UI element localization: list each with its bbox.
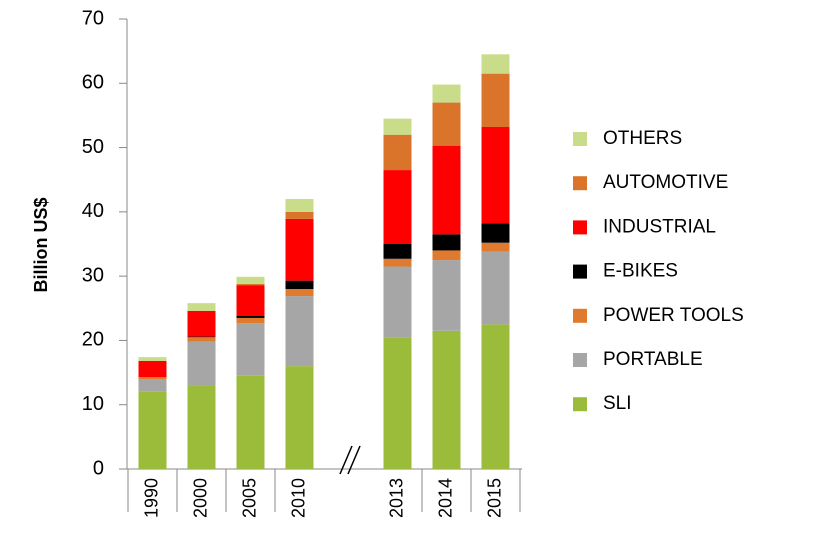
bar-segment	[481, 242, 510, 252]
bar-segment	[236, 285, 265, 316]
y-tick-label: 0	[93, 457, 104, 479]
bar-segment	[432, 84, 461, 103]
x-tick-label: 2005	[239, 478, 259, 518]
bar-segment	[481, 324, 510, 469]
bar-segment	[481, 54, 510, 74]
bar-segment	[383, 337, 412, 469]
x-tick-label: 1990	[141, 478, 161, 518]
legend-swatch	[573, 220, 587, 235]
y-tick-label: 20	[82, 329, 104, 351]
bar-segment	[236, 375, 265, 469]
bar-segment	[187, 385, 216, 469]
bar-segment	[187, 310, 216, 337]
legend-label: POWER TOOLS	[603, 305, 744, 326]
bar-segment	[187, 341, 216, 386]
bar-segment	[187, 337, 216, 342]
bar-segment	[432, 145, 461, 235]
y-tick-label: 50	[82, 136, 104, 158]
bar-segment	[432, 330, 461, 469]
bar-segment	[432, 234, 461, 251]
y-tick-label: 40	[82, 200, 104, 222]
bar-segment	[383, 170, 412, 244]
axis-break	[339, 445, 353, 475]
legend-label: INDUSTRIAL	[603, 216, 716, 237]
bar-segment	[187, 336, 216, 338]
legend-swatch	[573, 397, 587, 412]
bar-segment	[383, 118, 412, 135]
bar-segment	[138, 391, 167, 469]
bar-segment	[138, 379, 167, 392]
y-tick-label: 70	[82, 7, 104, 29]
bar-segment	[285, 289, 314, 297]
bar-segment	[138, 361, 167, 378]
legend-label: AUTOMOTIVE	[603, 172, 728, 193]
y-axis-label: Billion US$	[31, 197, 51, 292]
bar-segment	[236, 316, 265, 318]
bar-segment	[187, 303, 216, 311]
bar-segment	[285, 211, 314, 219]
bar-segment	[383, 244, 412, 259]
bar-segment	[432, 260, 461, 331]
legend-label: E-BIKES	[603, 261, 678, 282]
bar-segment	[481, 223, 510, 243]
bar-segment	[236, 283, 265, 286]
axis-break	[347, 445, 361, 475]
bar-segment	[481, 73, 510, 127]
bar-segment	[285, 199, 314, 212]
bar-segment	[383, 258, 412, 267]
x-tick-label: 2013	[386, 478, 406, 518]
x-tick-label: 2000	[190, 478, 210, 518]
bar-segment	[383, 134, 412, 171]
bar-segment	[481, 127, 510, 224]
x-tick-label: 2014	[435, 478, 455, 518]
legend-label: SLI	[603, 393, 632, 414]
bar-segment	[138, 357, 167, 361]
bar-segment	[285, 296, 314, 367]
x-tick-label: 2010	[288, 478, 308, 518]
legend-swatch	[573, 264, 587, 279]
legend-swatch	[573, 176, 587, 191]
legend-label: OTHERS	[603, 128, 682, 149]
legend-swatch	[573, 308, 587, 323]
legend-swatch	[573, 353, 587, 367]
bar-segment	[138, 377, 167, 379]
legend-label: PORTABLE	[603, 349, 703, 370]
bar-segment	[432, 250, 461, 261]
bar-segment	[432, 102, 461, 146]
bar-segment	[383, 266, 412, 338]
bar-segment	[285, 366, 314, 469]
x-tick-label: 2015	[484, 478, 504, 518]
y-tick-label: 10	[82, 393, 104, 415]
bar-segment	[285, 280, 314, 289]
y-tick-label: 30	[82, 264, 104, 286]
bar-segment	[481, 251, 510, 325]
bar-segment	[236, 323, 265, 376]
bar-segment	[236, 276, 265, 284]
legend-swatch	[573, 132, 587, 146]
y-tick-label: 60	[82, 72, 104, 94]
bar-segment	[285, 218, 314, 281]
bar-segment	[236, 317, 265, 324]
